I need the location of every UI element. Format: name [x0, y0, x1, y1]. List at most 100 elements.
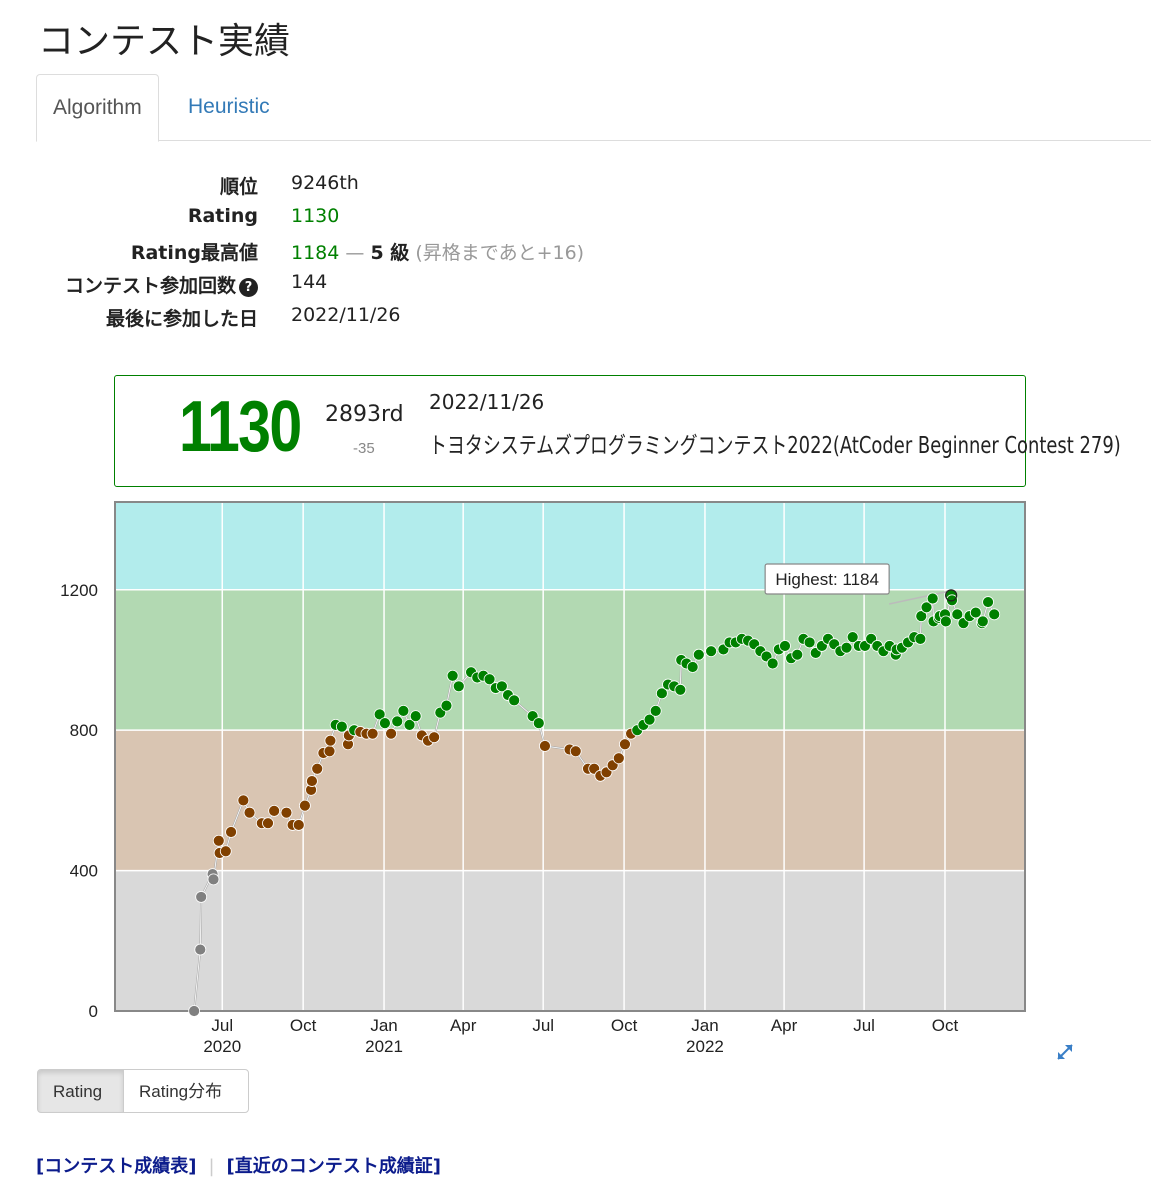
- stat-row-rank: 順位 9246th: [0, 172, 700, 205]
- rating-point[interactable]: [237, 794, 250, 807]
- certificate-link[interactable]: [直近のコンテスト成績証]: [226, 1156, 441, 1177]
- highest-pointer: [888, 590, 949, 605]
- distribution-mode-button[interactable]: Rating分布: [123, 1069, 249, 1113]
- stat-row-rating: Rating 1130: [0, 205, 700, 238]
- rating-point[interactable]: [292, 819, 305, 831]
- rating-point[interactable]: [914, 633, 927, 645]
- rating-point[interactable]: [324, 734, 337, 747]
- rating-point[interactable]: [323, 745, 336, 758]
- x-tick-year-label: 2020: [203, 1037, 241, 1056]
- rating-point[interactable]: [655, 687, 668, 700]
- rating-band: [115, 589, 1025, 731]
- stat-row-last: 最後に参加した日 2022/11/26: [0, 304, 700, 337]
- rating-point[interactable]: [403, 719, 416, 731]
- y-tick-label: 0: [89, 1002, 98, 1021]
- rating-point[interactable]: [225, 826, 237, 838]
- rating-band: [115, 870, 1025, 1011]
- rating-point[interactable]: [311, 762, 324, 775]
- rating-chart[interactable]: 0 400 800 1200 Jul 2020 Oct Jan 2021 Apr Jul Oct Jan…: [0, 490, 1151, 1070]
- expand-icon[interactable]: [1054, 1041, 1076, 1063]
- max-rating-label: Rating最高値: [130, 242, 258, 264]
- status-date: 2022/11/26: [429, 390, 545, 414]
- rating-point[interactable]: [674, 683, 687, 696]
- x-tick-label: Jan: [691, 1016, 718, 1035]
- rating-point[interactable]: [452, 680, 465, 693]
- page-title: コンテスト実績: [38, 21, 291, 62]
- rating-point[interactable]: [397, 704, 410, 717]
- rating-point[interactable]: [212, 834, 225, 847]
- status-rating: 1130: [179, 387, 302, 467]
- rating-point[interactable]: [766, 657, 779, 670]
- y-tick-label: 1200: [60, 581, 98, 600]
- rating-point[interactable]: [495, 680, 508, 693]
- rating-point[interactable]: [335, 720, 348, 733]
- max-rating-value-group: 1184 — 5 級 (昇格まであと+16): [291, 238, 584, 265]
- rating-point[interactable]: [915, 610, 928, 622]
- rating-point[interactable]: [619, 738, 631, 751]
- rating-point[interactable]: [649, 704, 662, 717]
- x-tick-year-label: 2022: [686, 1037, 724, 1056]
- rating-point[interactable]: [846, 631, 859, 644]
- rating-point[interactable]: [194, 943, 207, 956]
- rating-point[interactable]: [385, 727, 397, 740]
- rating-point[interactable]: [705, 645, 718, 658]
- rating-point[interactable]: [951, 608, 964, 621]
- rating-point[interactable]: [779, 640, 791, 652]
- rating-point[interactable]: [969, 606, 982, 619]
- rating-point[interactable]: [428, 731, 441, 744]
- contest-history-link[interactable]: [コンテスト成績表]: [36, 1156, 197, 1177]
- rating-point[interactable]: [268, 805, 281, 817]
- rating-point[interactable]: [306, 775, 318, 787]
- rating-point[interactable]: [219, 845, 232, 858]
- tab-heuristic[interactable]: Heuristic: [188, 95, 270, 118]
- rating-point[interactable]: [939, 615, 952, 628]
- rating-point[interactable]: [508, 694, 521, 707]
- rating-point[interactable]: [391, 715, 404, 728]
- max-kyu: 5 級: [370, 242, 410, 264]
- rating-point[interactable]: [379, 717, 391, 730]
- rating-point[interactable]: [643, 713, 656, 726]
- rating-point[interactable]: [409, 710, 422, 723]
- promotion-note: (昇格まであと+16): [415, 242, 585, 264]
- rating-point[interactable]: [440, 699, 453, 712]
- rating-point[interactable]: [791, 648, 804, 661]
- max-rating-dash: —: [345, 242, 365, 264]
- link-separator: |: [208, 1156, 215, 1177]
- tab-algorithm[interactable]: Algorithm: [36, 74, 159, 142]
- y-tick-label: 800: [70, 721, 98, 740]
- rating-point[interactable]: [195, 891, 208, 903]
- rating-point[interactable]: [976, 615, 989, 628]
- rating-point[interactable]: [532, 717, 545, 730]
- rating-point[interactable]: [373, 708, 386, 721]
- rating-point[interactable]: [926, 592, 939, 605]
- rating-point[interactable]: [569, 745, 582, 758]
- rating-point[interactable]: [988, 608, 1001, 621]
- x-tick-label: Apr: [771, 1016, 798, 1035]
- rating-point[interactable]: [686, 661, 699, 673]
- rating-point[interactable]: [243, 806, 256, 819]
- rating-mode-button[interactable]: Rating: [37, 1069, 124, 1113]
- rating-value: 1130: [291, 205, 340, 227]
- x-tick-year-label: 2021: [365, 1037, 403, 1056]
- rating-point[interactable]: [692, 648, 705, 661]
- rating-point[interactable]: [366, 727, 379, 740]
- rating-point[interactable]: [446, 669, 459, 682]
- rating-point[interactable]: [483, 673, 496, 686]
- rating-point[interactable]: [612, 752, 625, 765]
- highest-tooltip-label: Highest: 1184: [775, 570, 879, 589]
- x-tick-label: Oct: [290, 1016, 317, 1035]
- rating-point[interactable]: [280, 806, 293, 819]
- contest-status-box: 1130 2893rd -35 2022/11/26 トヨタシステムズプログラミ…: [114, 375, 1121, 487]
- rating-point[interactable]: [803, 636, 816, 649]
- rating-point[interactable]: [539, 740, 551, 752]
- rating-point[interactable]: [920, 601, 933, 614]
- rating-point[interactable]: [188, 1005, 201, 1017]
- status-diff: -35: [353, 440, 375, 457]
- rating-point[interactable]: [840, 641, 853, 654]
- highest-point-ring: [945, 589, 958, 602]
- question-icon[interactable]: ?: [239, 278, 258, 297]
- rating-point[interactable]: [982, 596, 994, 608]
- rating-point[interactable]: [299, 799, 311, 812]
- rating-point[interactable]: [262, 817, 274, 830]
- rating-point[interactable]: [207, 873, 220, 886]
